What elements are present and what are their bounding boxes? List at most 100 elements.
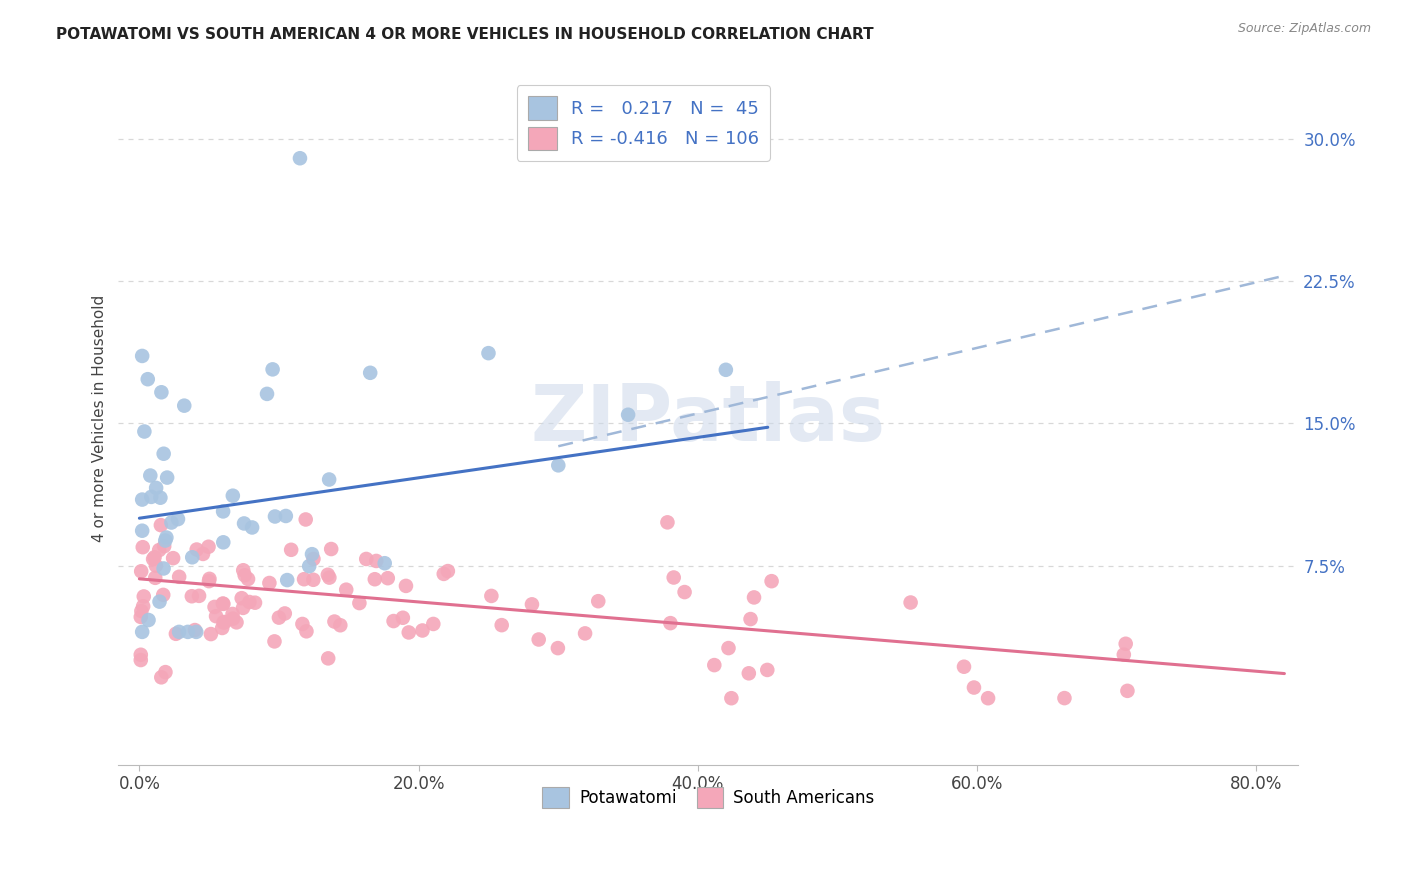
Point: [131, 492, 153, 507]
Point: [165, 627, 187, 641]
Point: [173, 399, 195, 413]
Point: [155, 533, 177, 548]
Point: [221, 607, 243, 621]
Point: [256, 387, 278, 401]
Point: [742, 591, 765, 605]
Text: POTAWATOMI VS SOUTH AMERICAN 4 OR MORE VEHICLES IN HOUSEHOLD CORRELATION CHART: POTAWATOMI VS SOUTH AMERICAN 4 OR MORE V…: [56, 27, 875, 42]
Point: [177, 624, 200, 639]
Text: ZIPatlas: ZIPatlas: [531, 381, 886, 457]
Point: [198, 574, 221, 588]
Point: [138, 613, 160, 627]
Point: [186, 542, 208, 557]
Point: [139, 468, 162, 483]
Point: [142, 552, 165, 566]
Point: [302, 573, 325, 587]
Point: [131, 349, 153, 363]
Point: [152, 588, 174, 602]
Point: [318, 571, 340, 585]
Point: [262, 362, 284, 376]
Point: [152, 447, 174, 461]
Point: [212, 504, 235, 518]
Point: [211, 621, 233, 635]
Point: [527, 632, 550, 647]
Point: [167, 512, 190, 526]
Point: [398, 625, 420, 640]
Point: [717, 641, 740, 656]
Text: Source: ZipAtlas.com: Source: ZipAtlas.com: [1237, 22, 1371, 36]
Point: [335, 582, 357, 597]
Point: [756, 663, 779, 677]
Point: [167, 570, 190, 584]
Point: [720, 691, 742, 706]
Point: [145, 558, 167, 573]
Point: [243, 596, 266, 610]
Point: [377, 571, 399, 585]
Point: [359, 366, 381, 380]
Point: [205, 609, 228, 624]
Point: [129, 653, 152, 667]
Point: [212, 615, 235, 630]
Point: [225, 615, 247, 630]
Point: [263, 634, 285, 648]
Point: [288, 151, 311, 165]
Point: [153, 539, 176, 553]
Point: [298, 559, 321, 574]
Point: [240, 520, 263, 534]
Point: [738, 666, 761, 681]
Point: [673, 585, 696, 599]
Point: [329, 618, 352, 632]
Point: [321, 542, 343, 557]
Point: [150, 385, 173, 400]
Point: [657, 516, 679, 530]
Legend: Potawatomi, South Americans: Potawatomi, South Americans: [536, 780, 882, 815]
Point: [382, 614, 405, 628]
Point: [232, 563, 254, 577]
Point: [134, 425, 156, 439]
Point: [354, 552, 377, 566]
Point: [149, 518, 172, 533]
Point: [316, 567, 339, 582]
Point: [276, 573, 298, 587]
Point: [259, 576, 281, 591]
Point: [232, 600, 254, 615]
Point: [547, 458, 569, 473]
Point: [188, 589, 211, 603]
Point: [301, 547, 323, 561]
Point: [264, 509, 287, 524]
Point: [963, 681, 986, 695]
Point: [233, 568, 256, 582]
Point: [395, 579, 418, 593]
Point: [143, 571, 166, 585]
Point: [520, 598, 543, 612]
Point: [366, 554, 388, 568]
Point: [150, 670, 173, 684]
Point: [141, 490, 163, 504]
Point: [132, 540, 155, 554]
Point: [198, 572, 221, 586]
Point: [977, 691, 1000, 706]
Point: [364, 572, 387, 586]
Point: [222, 489, 245, 503]
Point: [222, 611, 245, 625]
Point: [162, 551, 184, 566]
Point: [204, 599, 226, 614]
Point: [662, 570, 685, 584]
Point: [411, 624, 433, 638]
Point: [659, 616, 682, 631]
Point: [1053, 691, 1076, 706]
Point: [132, 599, 155, 614]
Point: [280, 542, 302, 557]
Point: [302, 552, 325, 566]
Point: [349, 596, 371, 610]
Point: [156, 470, 179, 484]
Point: [214, 615, 236, 629]
Point: [433, 566, 456, 581]
Point: [274, 508, 297, 523]
Point: [953, 659, 976, 673]
Point: [740, 612, 762, 626]
Point: [422, 617, 444, 632]
Point: [714, 363, 737, 377]
Point: [155, 665, 177, 680]
Point: [238, 595, 260, 609]
Point: [294, 512, 316, 526]
